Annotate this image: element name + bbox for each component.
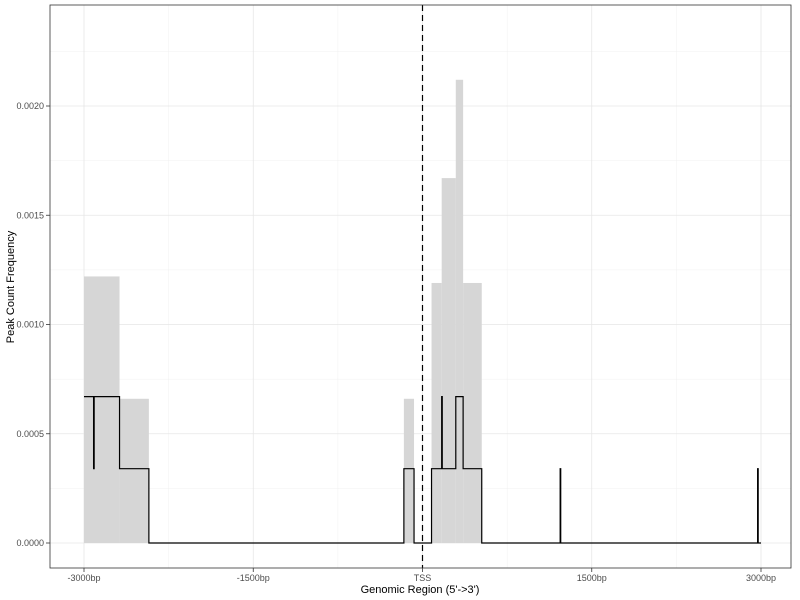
confidence-band bbox=[84, 79, 482, 544]
y-axis: 0.0000 0.0005 0.0010 0.0015 0.0020 bbox=[16, 101, 50, 548]
x-tick-label: -1500bp bbox=[237, 573, 270, 583]
x-tick-label: 3000bp bbox=[746, 573, 776, 583]
confidence-band-segment bbox=[403, 398, 415, 543]
y-tick-label: 0.0005 bbox=[16, 429, 44, 439]
x-tick-label: -3000bp bbox=[67, 573, 100, 583]
y-tick-label: 0.0010 bbox=[16, 320, 44, 330]
confidence-band-segment bbox=[84, 276, 120, 543]
plot-panel-border bbox=[49, 4, 792, 569]
minor-gridlines bbox=[50, 5, 791, 568]
x-tick-label: 1500bp bbox=[577, 573, 607, 583]
x-axis-title: Genomic Region (5'->3') bbox=[361, 584, 480, 596]
y-axis-title: Peak Count Frequency bbox=[5, 230, 17, 343]
peak-frequency-line bbox=[84, 396, 761, 544]
x-tick-label: TSS bbox=[414, 573, 432, 583]
x-axis: -3000bp -1500bp TSS 1500bp 3000bp bbox=[67, 568, 776, 583]
y-tick-label: 0.0020 bbox=[16, 101, 44, 111]
confidence-band-segment bbox=[463, 282, 482, 543]
y-tick-label: 0.0000 bbox=[16, 538, 44, 548]
confidence-band-segment bbox=[455, 79, 464, 543]
peak-frequency-step-line bbox=[84, 396, 761, 544]
confidence-band-segment bbox=[119, 398, 149, 543]
confidence-band-segment bbox=[431, 282, 442, 543]
confidence-band-segment bbox=[441, 178, 456, 544]
plot-panel-background bbox=[50, 5, 791, 568]
y-tick-label: 0.0015 bbox=[16, 210, 44, 220]
